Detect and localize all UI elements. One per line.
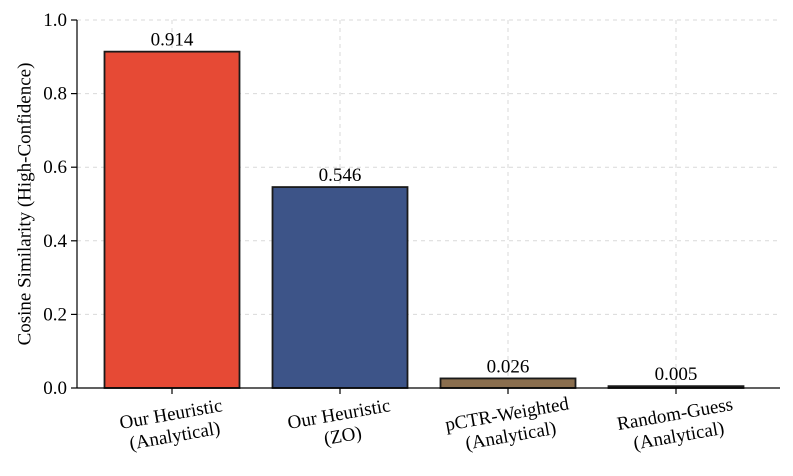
bar-3 [439, 377, 577, 389]
x-tick-label-3: pCTR-Weighted(Analytical) [444, 393, 575, 457]
bar-2 [271, 186, 409, 389]
value-label-4: 0.005 [655, 364, 698, 385]
value-label-2: 0.546 [319, 165, 362, 186]
bars-layer [103, 50, 745, 389]
bar-1 [103, 50, 241, 389]
x-tick-label-2: Our Heuristic(ZO) [286, 395, 396, 455]
x-tick-label-4: Random-Guess(Analytical) [616, 394, 739, 457]
y-tick-label: 0.2 [43, 304, 67, 325]
y-tick-label: 0.8 [43, 84, 67, 105]
x-tick-label-1: Our Heuristic(Analytical) [118, 395, 228, 455]
y-tick-label: 0.0 [43, 378, 67, 399]
y-tick-label: 0.6 [43, 157, 67, 178]
value-label-1: 0.914 [151, 30, 194, 51]
y-axis-title: Cosine Similarity (High-Confidence) [14, 63, 35, 346]
axes-layer [71, 19, 780, 394]
value-label-3: 0.026 [487, 356, 530, 377]
y-tick-label: 0.4 [43, 231, 67, 252]
y-tick-label: 1.0 [43, 10, 67, 31]
